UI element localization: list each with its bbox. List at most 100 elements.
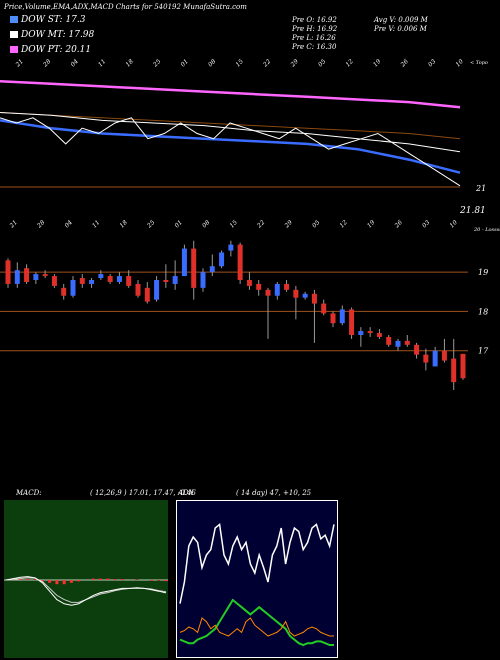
adx-minus-di-line bbox=[179, 598, 334, 647]
candle-body bbox=[200, 272, 206, 288]
price-right-top-label: < Topo bbox=[470, 60, 488, 66]
candle-date-tick: 11 bbox=[91, 219, 101, 229]
candle-body bbox=[386, 336, 392, 345]
candle-body bbox=[321, 303, 327, 314]
candle-body bbox=[191, 248, 197, 288]
adx-chart bbox=[176, 500, 338, 658]
candle-body bbox=[79, 278, 85, 284]
chart-header: Price,Volume,EMA,ADX,MACD Charts for 540… bbox=[4, 3, 247, 11]
ema-brown-line bbox=[0, 112, 461, 140]
candle-body bbox=[51, 276, 57, 286]
candle-body bbox=[451, 358, 457, 383]
candle-date-tick: 25 bbox=[145, 219, 156, 230]
candle-body bbox=[33, 274, 39, 280]
candle-body bbox=[126, 276, 132, 286]
candle-body bbox=[376, 333, 382, 337]
candle-body bbox=[339, 309, 345, 324]
candle-body bbox=[107, 276, 113, 282]
adx-plus-di-line bbox=[179, 617, 334, 637]
last-price-label: 21.81 bbox=[459, 206, 486, 215]
top-date-tick: 18 bbox=[124, 58, 134, 68]
ema-mid-line bbox=[0, 112, 461, 153]
top-date-tick: 12 bbox=[344, 58, 354, 68]
ema-long-line bbox=[0, 79, 461, 109]
close-price-line bbox=[0, 117, 461, 187]
candle-body bbox=[302, 293, 308, 298]
candle-right-top-label: 20 - Lossss bbox=[473, 227, 500, 233]
adx-values: ( 14 day) 47, +10, 25 bbox=[236, 489, 312, 497]
macd-background bbox=[4, 500, 168, 658]
ema-short-line bbox=[0, 119, 461, 174]
candle-body bbox=[423, 354, 429, 363]
candle-body bbox=[135, 283, 141, 296]
candlestick-chart: 21 28 04 11 18 25 01 08 15 22 29 05 12 19 26 03 10 20 - L… bbox=[0, 219, 500, 390]
candle-body bbox=[432, 350, 438, 367]
prev-volume: Pre V: 0.006 M bbox=[374, 25, 427, 33]
adx-frame bbox=[176, 500, 338, 658]
ohlc-close: Pre C: 16.30 bbox=[292, 43, 337, 51]
candle-body bbox=[265, 289, 271, 296]
top-date-tick: 04 bbox=[69, 58, 79, 68]
candle-date-tick: 28 bbox=[35, 219, 46, 230]
candle-y-label: 18 bbox=[478, 307, 488, 316]
candle-body bbox=[181, 248, 187, 277]
top-date-tick: 28 bbox=[41, 58, 52, 69]
dow-mt-label: DOW MT: 17.98 bbox=[10, 30, 94, 40]
candle-body bbox=[98, 274, 104, 279]
adx-line bbox=[179, 522, 335, 604]
candle-date-tick: 12 bbox=[338, 219, 348, 229]
candle-body bbox=[256, 283, 262, 290]
candle-body bbox=[367, 331, 373, 334]
candle-body bbox=[237, 244, 243, 280]
candle-body bbox=[172, 276, 178, 284]
candle-y-label: 19 bbox=[478, 268, 488, 277]
candle-date-tick: 22 bbox=[255, 219, 266, 230]
top-date-tick: 08 bbox=[207, 58, 217, 68]
candle-body bbox=[311, 293, 317, 304]
candle-date-tick: 03 bbox=[421, 219, 431, 229]
avg-volume: Avg V: 0.009 M bbox=[374, 16, 428, 24]
candle-body bbox=[144, 287, 150, 302]
dow-pt-label: DOW PT: 20.11 bbox=[10, 45, 91, 55]
top-date-tick: 03 bbox=[427, 58, 437, 68]
price-ema-chart: 21 28 04 11 18 25 01 08 15 22 29 05 12 19 26 03 10 < Topo… bbox=[0, 58, 488, 215]
candle-date-tick: 15 bbox=[228, 219, 238, 229]
ohlc-high: Pre H: 16.92 bbox=[292, 25, 338, 33]
adx-title: ADX bbox=[178, 489, 194, 497]
macd-title: MACD: bbox=[16, 489, 42, 497]
candle-body bbox=[228, 244, 234, 251]
dow-mt-swatch bbox=[10, 31, 18, 38]
candle-date-tick: 19 bbox=[366, 219, 376, 229]
top-date-tick: 11 bbox=[97, 58, 107, 68]
candle-body bbox=[284, 283, 290, 290]
candle-body bbox=[460, 353, 466, 379]
ohlc-open: Pre O: 16.92 bbox=[292, 16, 337, 24]
candle-body bbox=[116, 276, 122, 282]
candle-body bbox=[24, 268, 30, 282]
candle-body bbox=[330, 313, 336, 324]
candle-body bbox=[209, 266, 215, 273]
candle-body bbox=[404, 340, 410, 345]
top-date-tick: 29 bbox=[289, 58, 300, 69]
candle-body bbox=[42, 274, 48, 277]
candle-body bbox=[441, 350, 447, 361]
dow-st-label: DOW ST: 17.3 bbox=[10, 15, 86, 25]
candle-y-label: 17 bbox=[478, 347, 489, 356]
price-level-label: 21 bbox=[475, 184, 486, 193]
candle-date-tick: 08 bbox=[201, 219, 211, 229]
dow-st-swatch bbox=[10, 16, 18, 23]
macd-chart bbox=[4, 500, 168, 658]
candle-date-tick: 26 bbox=[393, 219, 404, 230]
top-date-tick: 01 bbox=[179, 58, 189, 68]
candle-body bbox=[274, 283, 280, 296]
candle-body bbox=[246, 280, 252, 286]
candle-body bbox=[219, 252, 225, 267]
adx-background bbox=[176, 500, 338, 658]
candle-body bbox=[154, 280, 160, 300]
candle-body bbox=[293, 289, 299, 298]
candle-body bbox=[395, 340, 401, 347]
top-date-tick: 05 bbox=[317, 58, 327, 68]
candle-body bbox=[61, 287, 67, 296]
top-date-tick: 19 bbox=[372, 58, 382, 68]
candle-body bbox=[358, 331, 364, 335]
